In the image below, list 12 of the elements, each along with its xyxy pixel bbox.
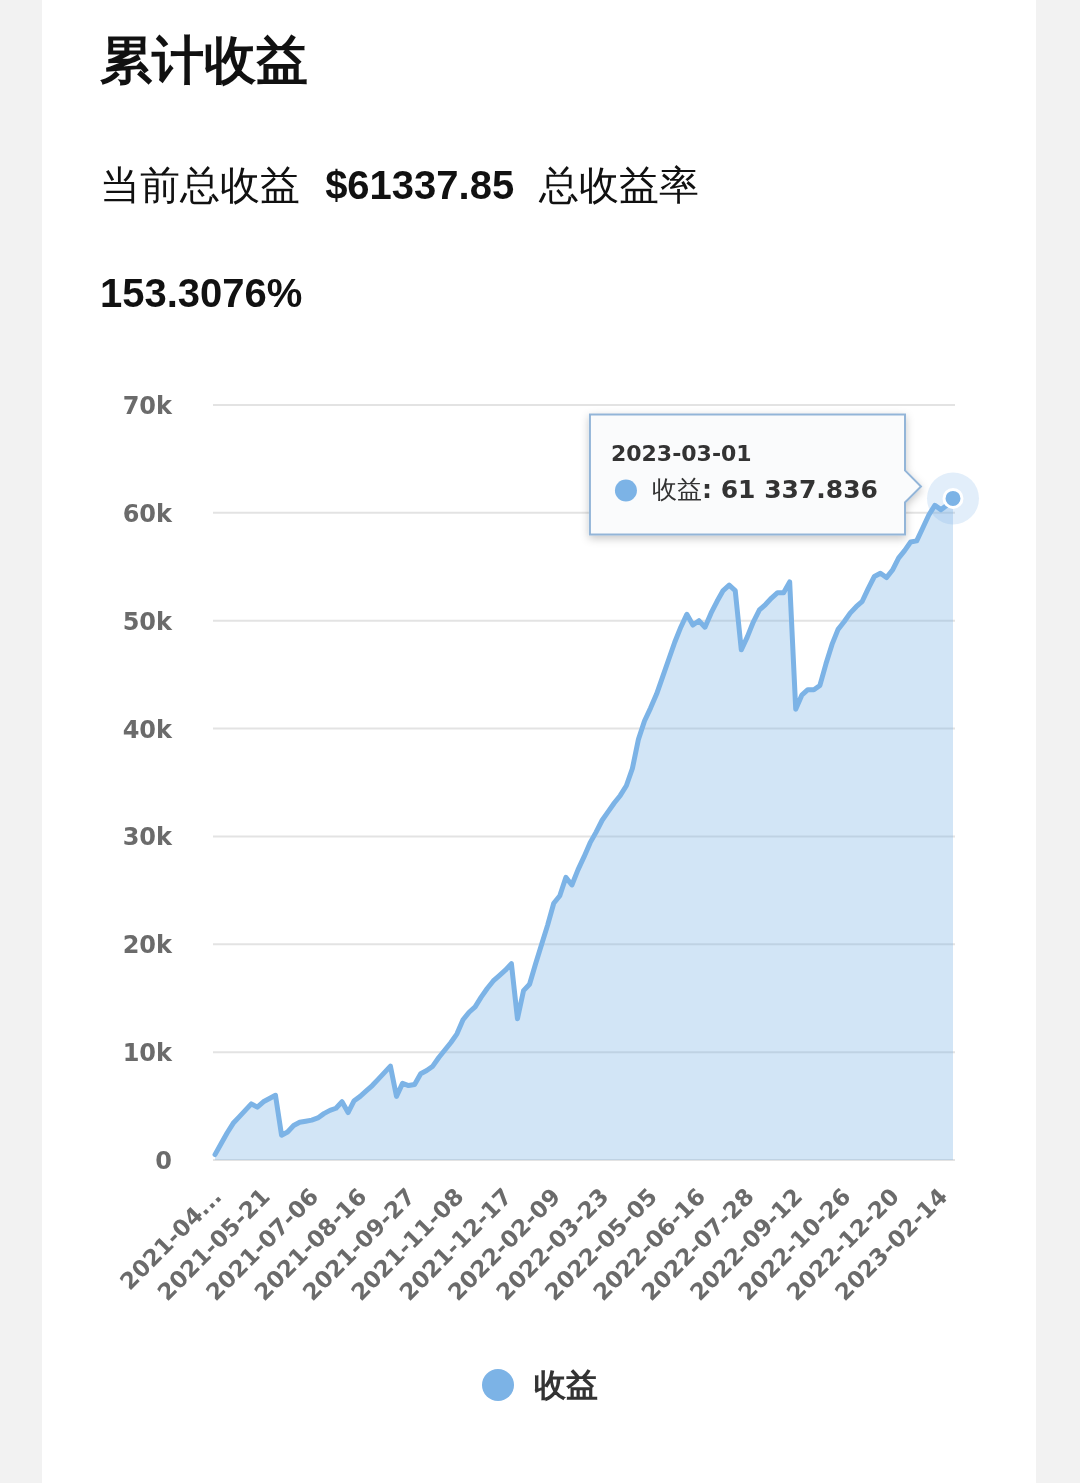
annotation: 2023-03-01 收益: 61 337.836 [610, 441, 878, 505]
y-tick-label: 30k [122, 823, 174, 852]
y-tick-label: 40k [122, 715, 174, 744]
chart-title: 累计收益 [100, 30, 308, 91]
y-tick-label: 50k [122, 607, 174, 636]
y-tick-label: 0 [155, 1147, 172, 1175]
y-tick-label: 20k [122, 931, 174, 960]
legend-label: 收益 [534, 1366, 598, 1404]
text: 当前总收益 $61337.85 总收益率 153.3076% [100, 163, 700, 315]
y-tick-label: 70k [122, 392, 174, 420]
y-tick-label: 10k [122, 1039, 174, 1068]
y-tick-label: 60k [122, 499, 174, 528]
